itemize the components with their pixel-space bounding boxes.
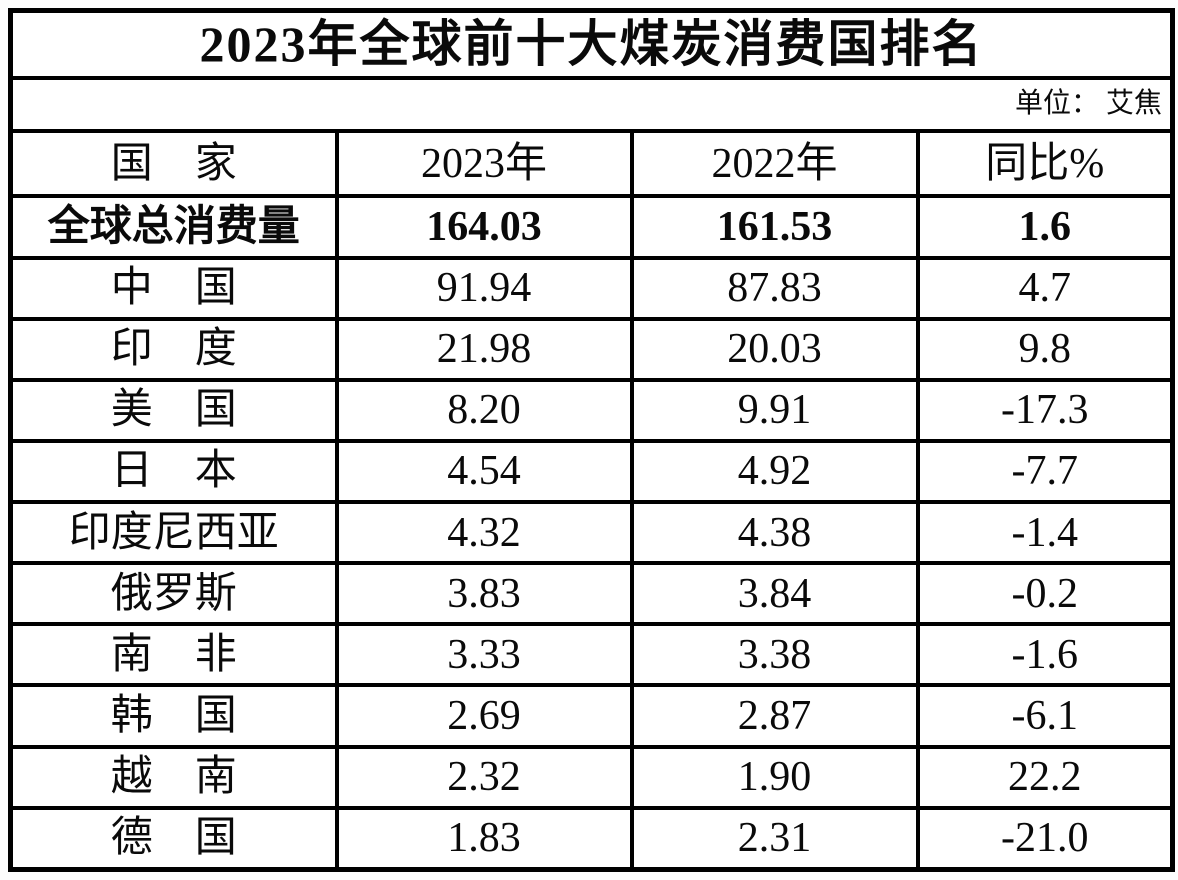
yoy-cell: -6.1 bbox=[915, 683, 1175, 749]
value-2022-cell: 2.87 bbox=[629, 683, 920, 749]
table-row-india: 印 度 21.98 20.03 9.8 bbox=[8, 316, 1175, 382]
value-2023-cell: 2.69 bbox=[334, 683, 634, 749]
table-row-vietnam: 越 南 2.32 1.90 22.2 bbox=[8, 744, 1175, 810]
coal-consumption-table: 2023年全球前十大煤炭消费国排名 单位： 艾焦 国 家 2023年 2022年… bbox=[8, 8, 1175, 872]
value-2023-cell: 8.20 bbox=[334, 377, 634, 443]
table-row-south-africa: 南 非 3.33 3.38 -1.6 bbox=[8, 622, 1175, 688]
yoy-cell: -7.7 bbox=[915, 438, 1175, 505]
page-title: 2023年全球前十大煤炭消费国排名 bbox=[8, 8, 1175, 80]
title-row: 2023年全球前十大煤炭消费国排名 bbox=[8, 8, 1175, 80]
col-header-2022: 2022年 bbox=[629, 129, 920, 199]
yoy-cell: 22.2 bbox=[915, 744, 1175, 810]
col-header-country: 国 家 bbox=[8, 129, 339, 199]
country-cell: 全球总消费量 bbox=[8, 194, 339, 260]
value-2023-cell: 2.32 bbox=[334, 744, 634, 810]
country-cell: 德 国 bbox=[8, 805, 339, 872]
table-row-russia: 俄罗斯 3.83 3.84 -0.2 bbox=[8, 561, 1175, 627]
col-header-2023: 2023年 bbox=[334, 129, 634, 199]
country-cell: 美 国 bbox=[8, 377, 339, 443]
value-2022-cell: 4.92 bbox=[629, 438, 920, 505]
country-cell: 俄罗斯 bbox=[8, 561, 339, 627]
table-row-global-total: 全球总消费量 164.03 161.53 1.6 bbox=[8, 194, 1175, 260]
table-row-indonesia: 印度尼西亚 4.32 4.38 -1.4 bbox=[8, 500, 1175, 566]
unit-note: 单位： 艾焦 bbox=[8, 76, 1175, 134]
country-cell: 印度尼西亚 bbox=[8, 500, 339, 566]
value-2023-cell: 3.33 bbox=[334, 622, 634, 688]
country-cell: 日 本 bbox=[8, 438, 339, 505]
country-cell: 南 非 bbox=[8, 622, 339, 688]
country-cell: 越 南 bbox=[8, 744, 339, 810]
table-row-germany: 德 国 1.83 2.31 -21.0 bbox=[8, 805, 1175, 872]
yoy-cell: 4.7 bbox=[915, 255, 1175, 321]
value-2023-cell: 1.83 bbox=[334, 805, 634, 872]
value-2023-cell: 4.54 bbox=[334, 438, 634, 505]
unit-row: 单位： 艾焦 bbox=[8, 76, 1175, 134]
yoy-cell: -1.4 bbox=[915, 500, 1175, 566]
value-2022-cell: 2.31 bbox=[629, 805, 920, 872]
yoy-cell: -1.6 bbox=[915, 622, 1175, 688]
value-2023-cell: 3.83 bbox=[334, 561, 634, 627]
table-row-china: 中 国 91.94 87.83 4.7 bbox=[8, 255, 1175, 321]
value-2022-cell: 20.03 bbox=[629, 316, 920, 382]
value-2023-cell: 21.98 bbox=[334, 316, 634, 382]
value-2022-cell: 161.53 bbox=[629, 194, 920, 260]
value-2023-cell: 91.94 bbox=[334, 255, 634, 321]
table-row-japan: 日 本 4.54 4.92 -7.7 bbox=[8, 438, 1175, 505]
value-2023-cell: 4.32 bbox=[334, 500, 634, 566]
value-2022-cell: 9.91 bbox=[629, 377, 920, 443]
value-2022-cell: 3.38 bbox=[629, 622, 920, 688]
country-cell: 韩 国 bbox=[8, 683, 339, 749]
yoy-cell: -17.3 bbox=[915, 377, 1175, 443]
yoy-cell: 1.6 bbox=[915, 194, 1175, 260]
table-row-south-korea: 韩 国 2.69 2.87 -6.1 bbox=[8, 683, 1175, 749]
country-cell: 印 度 bbox=[8, 316, 339, 382]
col-header-yoy: 同比% bbox=[915, 129, 1175, 199]
value-2022-cell: 3.84 bbox=[629, 561, 920, 627]
value-2022-cell: 4.38 bbox=[629, 500, 920, 566]
yoy-cell: -0.2 bbox=[915, 561, 1175, 627]
yoy-cell: -21.0 bbox=[915, 805, 1175, 872]
value-2022-cell: 87.83 bbox=[629, 255, 920, 321]
table-header-row: 国 家 2023年 2022年 同比% bbox=[8, 129, 1175, 199]
yoy-cell: 9.8 bbox=[915, 316, 1175, 382]
value-2023-cell: 164.03 bbox=[334, 194, 634, 260]
country-cell: 中 国 bbox=[8, 255, 339, 321]
value-2022-cell: 1.90 bbox=[629, 744, 920, 810]
table-row-usa: 美 国 8.20 9.91 -17.3 bbox=[8, 377, 1175, 443]
